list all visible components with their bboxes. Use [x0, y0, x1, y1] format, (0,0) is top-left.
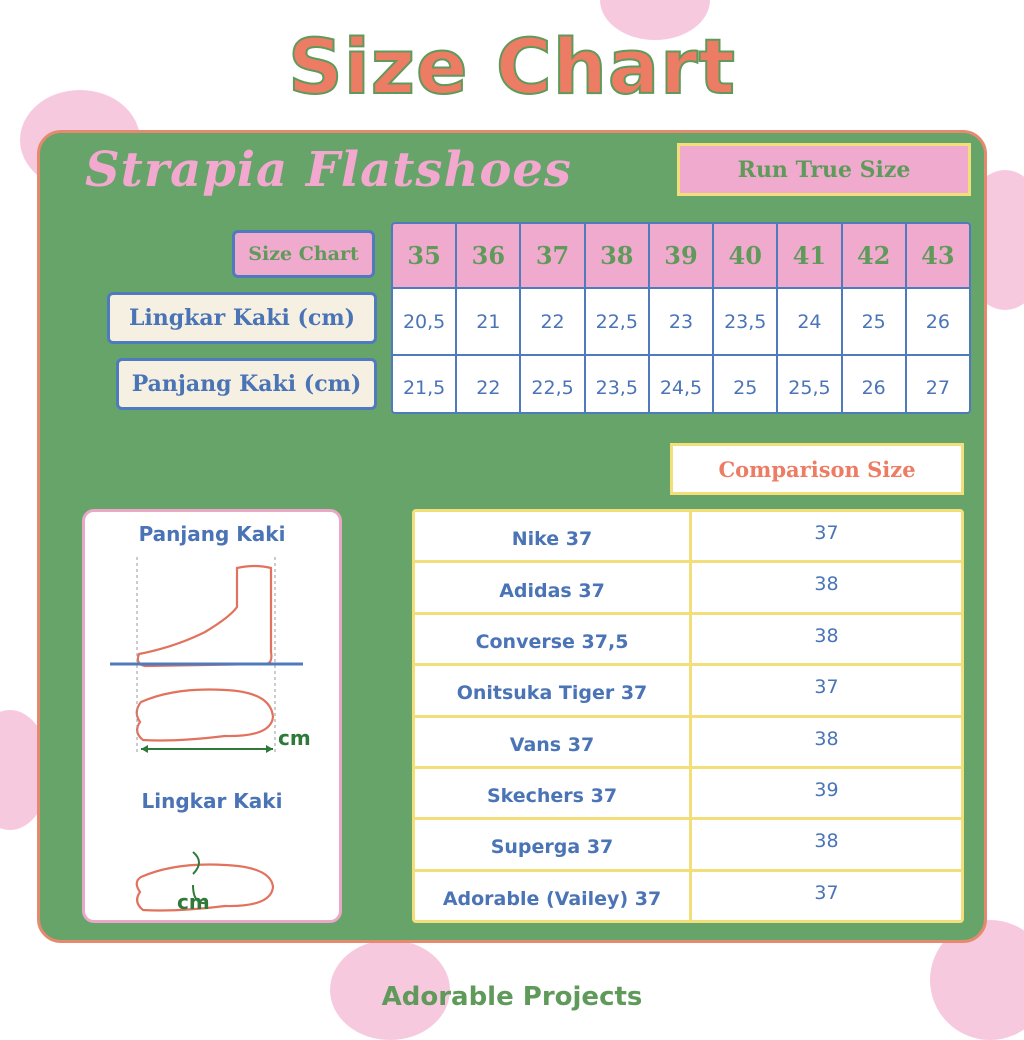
comparison-brand: Adidas 37 — [415, 563, 689, 612]
circumference-arrow-icon — [192, 851, 208, 905]
footer-brand: Adorable Projects — [381, 982, 643, 1012]
size-table: 35 36 37 38 39 40 41 42 43 20,5 21 22 22,5 23 23,5 24 25… — [391, 222, 971, 414]
size-value-cell: 26 — [906, 289, 969, 354]
comparison-size: 37 — [692, 871, 961, 920]
page-title: Size Chart — [287, 21, 736, 112]
size-value-cell: 21 — [457, 289, 520, 354]
foot-top-icon-2 — [135, 863, 275, 912]
size-value-cell: 24,5 — [649, 356, 713, 412]
size-header-cell: 37 — [521, 224, 584, 287]
size-value-cell: 22 — [457, 356, 520, 412]
measurement-guide-card: Panjang Kaki cm Lingkar Kaki cm — [82, 509, 342, 923]
decor-cloud — [330, 940, 450, 1040]
size-value-cell: 24 — [778, 289, 841, 354]
comparison-size: 37 — [692, 666, 961, 715]
size-value-cell: 25,5 — [778, 356, 841, 412]
comparison-brand: Converse 37,5 — [415, 614, 689, 664]
fit-badge: Run True Size — [677, 143, 971, 196]
size-header-cell: 39 — [649, 224, 713, 287]
foot-illustration — [110, 557, 303, 912]
comparison-brand: Skechers 37 — [415, 768, 689, 818]
comparison-size: 38 — [692, 614, 961, 664]
width-label: Lingkar Kaki — [141, 789, 283, 813]
size-value-cell: 23,5 — [585, 356, 648, 412]
comparison-brand: Nike 37 — [415, 512, 689, 561]
size-header-cell: 41 — [778, 224, 841, 287]
size-value-cell: 22 — [521, 289, 584, 354]
size-value-cell: 21,5 — [393, 356, 456, 412]
comparison-size: 38 — [692, 563, 961, 612]
comparison-size: 39 — [692, 768, 961, 818]
size-value-cell: 23 — [649, 289, 713, 354]
size-chart-header-label: Size Chart — [232, 230, 375, 278]
size-value-cell: 20,5 — [393, 289, 456, 354]
comparison-table: Nike 37 37 Adidas 37 38 Converse 37,5 38 Onits… — [412, 509, 964, 923]
size-header-cell: 38 — [585, 224, 648, 287]
size-value-cell: 23,5 — [714, 289, 777, 354]
comparison-brand: Vans 37 — [415, 717, 689, 766]
comparison-size: 37 — [692, 512, 961, 561]
size-header-cell: 42 — [842, 224, 905, 287]
row-label-lingkar: Lingkar Kaki (cm) — [107, 292, 377, 344]
foot-top-icon — [135, 688, 275, 742]
comparison-brand: Adorable (Vailey) 37 — [415, 871, 689, 920]
length-unit: cm — [278, 726, 311, 750]
row-label-panjang: Panjang Kaki (cm) — [116, 358, 377, 410]
comparison-size: 38 — [692, 717, 961, 766]
size-header-cell: 36 — [457, 224, 520, 287]
comparison-brand: Onitsuka Tiger 37 — [415, 666, 689, 715]
size-header-cell: 35 — [393, 224, 456, 287]
length-label: Panjang Kaki — [138, 522, 286, 546]
comparison-size: 38 — [692, 820, 961, 869]
foot-side-icon — [136, 564, 273, 668]
size-value-cell: 25 — [842, 289, 905, 354]
size-header-cell: 40 — [714, 224, 777, 287]
size-value-cell: 25 — [714, 356, 777, 412]
size-value-cell: 27 — [906, 356, 969, 412]
comparison-title: Comparison Size — [670, 443, 964, 495]
size-value-cell: 22,5 — [521, 356, 584, 412]
brand-title: Strapia Flatshoes — [85, 142, 572, 198]
width-unit: cm — [177, 890, 210, 914]
comparison-brand: Superga 37 — [415, 820, 689, 869]
size-header-cell: 43 — [906, 224, 969, 287]
size-value-cell: 26 — [842, 356, 905, 412]
size-value-cell: 22,5 — [585, 289, 648, 354]
